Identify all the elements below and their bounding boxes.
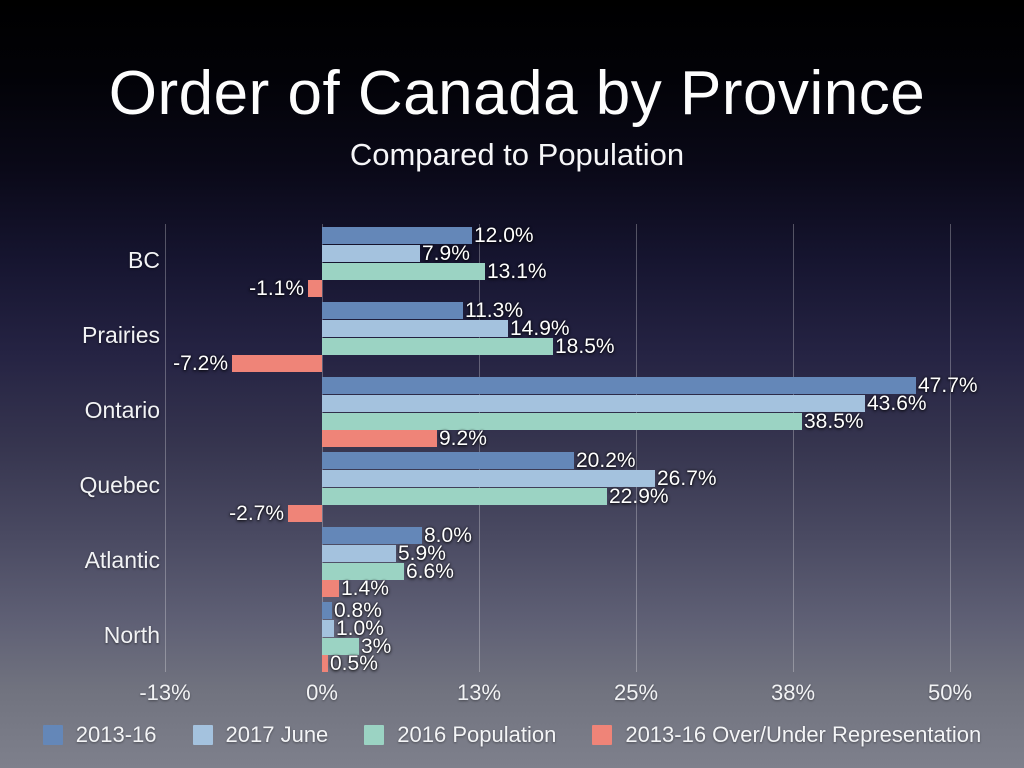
bar-quebec-series3 [322,488,607,505]
bar-atlantic-series2 [322,545,396,562]
category-label-bc: BC [128,247,160,273]
category-label-quebec: Quebec [79,472,160,498]
category-label-north: North [103,622,160,648]
bar-north-series3 [322,638,359,655]
category-label-ontario: Ontario [84,397,160,423]
bar-value-label: -1.1% [249,277,304,300]
legend-item-2013-16: 2013-16 [42,722,157,748]
legend-swatch-2013-16 [42,725,63,745]
legend-label-2017-june: 2017 June [225,722,329,747]
bar-value-label: 11.3% [465,299,523,322]
bar-quebec-series1 [322,452,574,469]
bar-value-label: 5.9% [398,542,446,565]
x-axis-tick-label: 13% [456,680,502,705]
x-axis-tick-label: 25% [613,680,659,705]
gridline-50% [950,224,951,672]
bar-value-label: 9.2% [439,427,487,450]
bar-atlantic-series4 [322,580,339,597]
bar-value-label: 8.0% [424,524,472,547]
bar-value-label: 3% [361,635,392,658]
legend-item-over-under: 2013-16 Over/Under Representation [592,722,981,748]
legend-label-2013-16: 2013-16 [75,722,157,747]
bar-value-label: 1.0% [336,617,384,640]
bar-bc-series1 [322,227,472,244]
category-label-prairies: Prairies [82,322,160,348]
bar-ontario-series1 [322,377,916,394]
gridline-38% [793,224,794,672]
bar-quebec-series4 [288,505,322,522]
legend: 2013-16 2017 June 2016 Population 2013-1… [0,722,1024,748]
x-axis-tick-label: 0% [306,680,338,705]
bar-prairies-series4 [232,355,322,372]
bar-north-series2 [322,620,334,637]
bar-value-label: 47.7% [918,374,978,397]
legend-item-2016-population: 2016 Population [364,722,556,748]
chart-subtitle: Compared to Population [349,137,685,172]
x-axis-tick-label: 38% [770,680,816,705]
bar-value-label: 6.6% [406,560,454,583]
bar-ontario-series3 [322,413,802,430]
gridline-0% [322,224,323,672]
bar-value-label: 0.8% [334,599,382,622]
x-axis-tick-label: -13% [139,680,191,705]
bar-quebec-series2 [322,470,655,487]
bar-value-label: 38.5% [804,410,864,433]
bar-value-label: 7.9% [422,242,470,265]
bar-atlantic-series3 [322,563,404,580]
bar-north-series4 [322,655,328,672]
bar-value-label: 18.5% [555,335,615,358]
legend-item-2017-june: 2017 June [192,722,329,748]
bar-prairies-series1 [322,302,463,319]
bar-north-series1 [322,602,332,619]
bar-value-label: -7.2% [173,352,228,375]
bar-value-label: 1.4% [341,577,389,600]
bar-value-label: -2.7% [229,502,284,525]
bar-ontario-series2 [322,395,865,412]
bar-value-label: 43.6% [867,392,927,415]
bar-value-label: 22.9% [609,485,669,508]
legend-swatch-over-under [592,725,613,745]
gridline--13% [165,224,166,672]
legend-swatch-2016-population [364,725,385,745]
bar-value-label: 12.0% [474,224,534,247]
chart-title: Order of Canada by Province [108,59,926,128]
bar-bc-series2 [322,245,420,262]
bar-value-label: 26.7% [657,467,717,490]
bar-ontario-series4 [322,430,437,447]
category-label-atlantic: Atlantic [84,547,160,573]
x-axis-tick-label: 50% [927,680,973,705]
legend-label-over-under: 2013-16 Over/Under Representation [625,722,982,747]
gridline-25% [636,224,637,672]
bar-value-label: 13.1% [487,260,547,283]
bar-bc-series4 [308,280,322,297]
bar-prairies-series3 [322,338,553,355]
bar-value-label: 14.9% [510,317,570,340]
bar-atlantic-series1 [322,527,422,544]
bar-prairies-series2 [322,320,508,337]
bar-value-label: 0.5% [330,652,378,675]
legend-label-2016-population: 2016 Population [397,722,557,747]
legend-swatch-2017-june [192,725,213,745]
bar-bc-series3 [322,263,485,280]
bar-value-label: 20.2% [576,449,636,472]
gridline-13% [479,224,480,672]
